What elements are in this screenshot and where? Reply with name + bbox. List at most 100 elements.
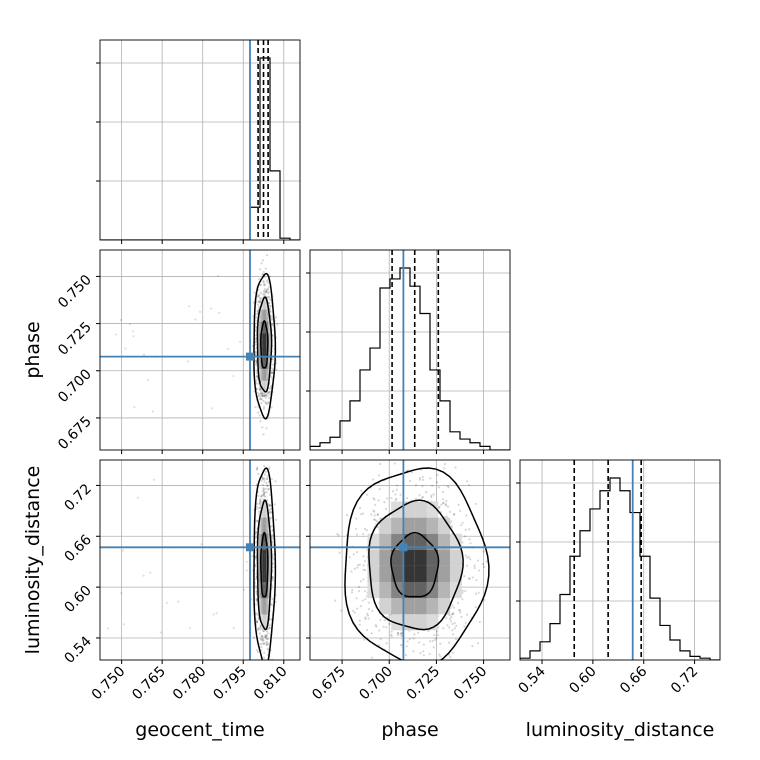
y-tick-label-phase: 0.675 (55, 413, 95, 453)
sample-point (271, 562, 275, 565)
sample-point (261, 489, 265, 492)
density-bin (402, 549, 415, 566)
sample-point (265, 280, 269, 283)
sample-point (271, 597, 274, 601)
outlier-point (245, 569, 248, 572)
sample-point (437, 506, 441, 509)
sample-point (266, 488, 270, 491)
density-bin (264, 357, 267, 369)
sample-point (363, 589, 367, 593)
sample-point (265, 643, 269, 647)
sample-point (258, 387, 262, 390)
density-bin (259, 582, 261, 599)
sample-point (385, 642, 388, 645)
density-bin (267, 598, 270, 615)
density-bin (262, 598, 265, 615)
outlier-point (123, 623, 126, 626)
sample-point (461, 521, 464, 525)
sample-point (364, 616, 367, 619)
sample-point (261, 395, 264, 398)
density-bin (264, 614, 267, 631)
sample-point (379, 618, 382, 622)
panel-frame (99, 249, 301, 451)
sample-point (428, 652, 431, 656)
panel-content (100, 250, 300, 450)
sample-point (264, 267, 267, 270)
sample-point (365, 529, 368, 532)
sample-point (405, 645, 408, 648)
panel-content (310, 250, 510, 450)
sample-point (265, 477, 269, 480)
sample-point (358, 507, 362, 510)
sample-point (430, 494, 433, 497)
sample-point (269, 507, 273, 511)
density-bin (264, 298, 267, 310)
sample-point (265, 290, 268, 293)
sample-point (263, 284, 266, 287)
sample-point (262, 477, 265, 481)
sample-point (266, 394, 269, 397)
sample-point (439, 655, 442, 658)
sample-point (452, 612, 455, 616)
density-bin (391, 549, 403, 566)
sample-point (269, 617, 272, 620)
density-bin (426, 598, 439, 615)
sample-point (256, 467, 259, 470)
sample-point (264, 393, 268, 396)
panel-phase-phase (306, 249, 511, 454)
sample-point (260, 479, 263, 482)
sample-point (412, 637, 415, 640)
sample-point (461, 598, 464, 601)
sample-point (253, 390, 256, 393)
density-bin (262, 333, 265, 346)
sample-point (254, 612, 258, 615)
density-bin (438, 549, 451, 566)
sample-point (474, 592, 478, 595)
sample-point (448, 510, 452, 513)
density-bin (259, 309, 261, 322)
sample-point (255, 599, 258, 602)
sample-point (265, 641, 268, 644)
outlier-point (158, 701, 160, 703)
sample-point (262, 407, 266, 411)
sample-point (439, 642, 442, 645)
contour-1 (368, 499, 464, 631)
sample-point (265, 290, 268, 294)
density-bin (379, 598, 392, 615)
sample-point (413, 661, 415, 663)
sample-point (420, 496, 424, 500)
density-bin (379, 549, 392, 566)
sample-point (266, 484, 269, 487)
sample-point (262, 488, 266, 491)
sample-point (266, 288, 269, 291)
sample-point (260, 401, 263, 405)
sample-point (429, 640, 432, 643)
sample-point (394, 498, 397, 502)
sample-point (255, 620, 259, 623)
sample-point (258, 397, 262, 401)
sample-point (276, 323, 279, 326)
outlier-point (159, 631, 162, 634)
sample-point (477, 591, 480, 594)
sample-point (466, 564, 469, 567)
sample-point (399, 632, 402, 636)
sample-point (263, 642, 266, 645)
sample-point (271, 537, 274, 540)
sample-point (262, 399, 265, 403)
sample-point (255, 362, 258, 365)
outlier-point (142, 353, 146, 356)
y-tick-label-luminosity_distance: 0.60 (61, 583, 94, 616)
sample-point (262, 270, 265, 274)
sample-point (267, 487, 270, 490)
sample-point (261, 394, 264, 397)
truth-marker (246, 352, 254, 361)
density-bin (262, 321, 265, 334)
sample-point (254, 565, 257, 568)
sample-point (266, 292, 270, 295)
contour-2 (344, 467, 490, 660)
density-bin (402, 598, 415, 615)
density-bin (402, 565, 415, 583)
histogram-luminosity_distance (520, 477, 720, 660)
sample-point (268, 392, 272, 396)
sample-point (469, 558, 472, 561)
